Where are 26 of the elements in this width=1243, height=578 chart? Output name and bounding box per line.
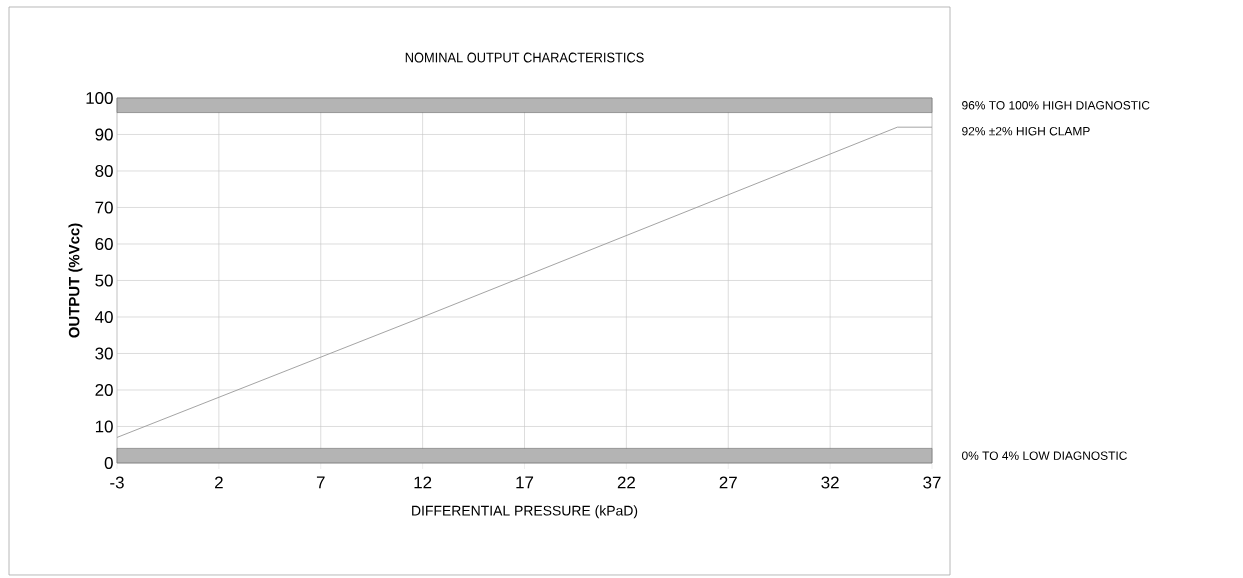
x-tick-label: 12 [414,476,432,489]
y-axis-title: OUTPUT (%Vcc) [68,223,83,338]
x-tick-label: 27 [719,476,737,489]
y-tick-label: 80 [95,164,113,177]
y-tick-label: 20 [95,383,113,396]
x-tick-label: 2 [215,476,223,489]
y-tick-label: 90 [95,128,113,141]
y-tick-label: 70 [95,201,113,214]
y-tick-label: 10 [95,420,113,433]
band-label: 96% TO 100% HIGH DIAGNOSTIC [962,101,1150,110]
y-tick-label: 50 [95,274,113,287]
y-tick-label: 0 [104,456,113,469]
x-tick-label: 22 [617,476,635,489]
y-tick-label: 30 [95,347,113,360]
y-tick-label: 100 [86,91,113,104]
x-tick-label: 17 [516,476,534,489]
y-tick-label: 40 [95,310,113,323]
x-axis-title: DIFFERENTIAL PRESSURE (kPaD) [412,505,638,519]
chart-title: NOMINAL OUTPUT CHARACTERISTICS [405,52,644,63]
x-tick-label: 37 [923,476,941,489]
y-tick-label: 60 [95,237,113,250]
x-tick-label: 7 [316,476,325,489]
x-tick-label: -3 [110,476,124,489]
x-tick-label: 32 [821,476,839,489]
band-label: 0% TO 4% LOW DIAGNOSTIC [962,451,1127,460]
annotation: 92% ±2% HIGH CLAMP [962,126,1090,136]
